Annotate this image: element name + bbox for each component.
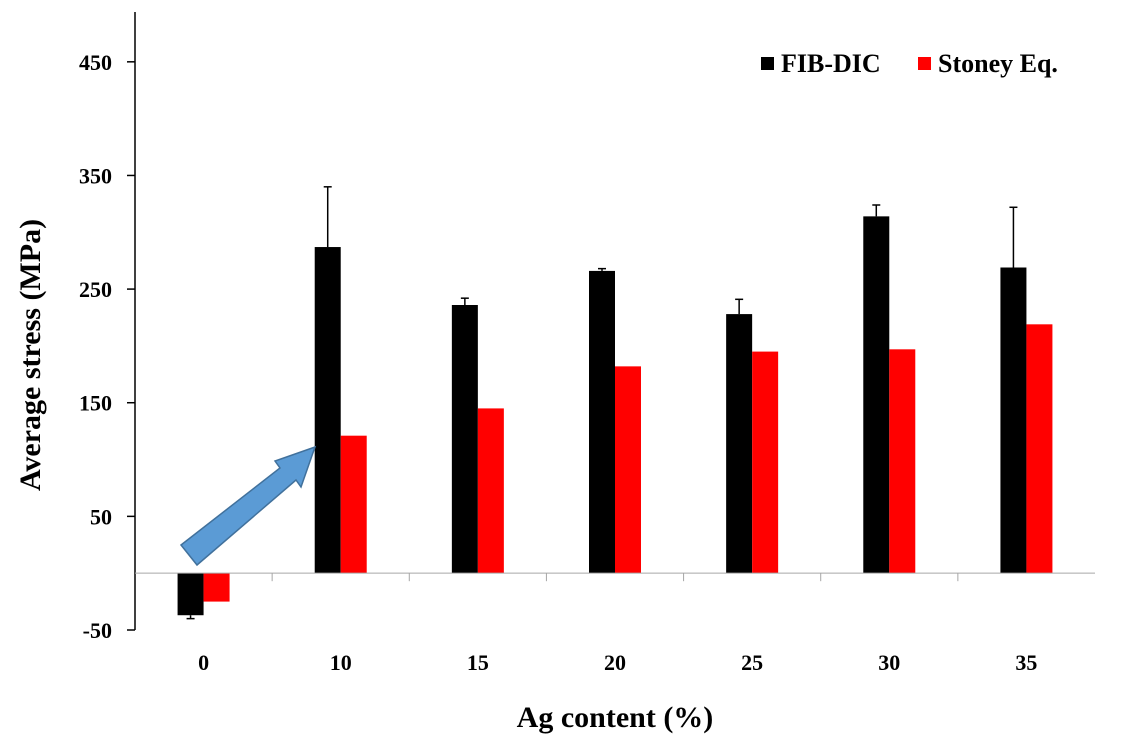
bar-fib-dic-25 <box>726 314 753 574</box>
y-tick-label-5: 450 <box>79 50 112 75</box>
x-tick-label-4: 25 <box>741 650 763 675</box>
bar-stoney-25 <box>752 351 779 574</box>
y-tick-label-1: 50 <box>90 504 112 529</box>
bar-stoney-0 <box>203 573 230 602</box>
legend-swatch-fib-dic <box>761 57 774 70</box>
bars <box>177 216 1053 616</box>
x-tick-label-1: 10 <box>330 650 352 675</box>
x-tick-labels: 0 10 15 20 25 30 35 <box>198 650 1037 675</box>
error-bars <box>186 186 1018 620</box>
bar-stoney-20 <box>615 366 641 574</box>
x-tick-label-5: 30 <box>878 650 900 675</box>
x-tick-label-3: 20 <box>604 650 626 675</box>
bar-fib-dic-0 <box>177 573 204 616</box>
y-tick-label-0: -50 <box>83 618 112 643</box>
bar-stoney-10 <box>340 435 367 574</box>
bar-fib-dic-35 <box>1000 267 1027 574</box>
bar-fib-dic-20 <box>589 270 615 574</box>
y-tick-label-2: 150 <box>79 391 112 416</box>
bar-stoney-30 <box>889 349 916 574</box>
bar-stoney-35 <box>1026 324 1053 574</box>
y-axis-title: Average stress (MPa) <box>14 219 47 491</box>
legend-label-stoney: Stoney Eq. <box>938 49 1058 78</box>
x-axis-title: Ag content (%) <box>517 701 714 734</box>
legend: FIB-DIC Stoney Eq. <box>761 49 1058 78</box>
bar-stoney-15 <box>477 408 504 574</box>
y-tick-label-3: 250 <box>79 277 112 302</box>
legend-label-fib-dic: FIB-DIC <box>781 49 881 78</box>
bar-fib-dic-30 <box>863 216 890 574</box>
x-tick-label-0: 0 <box>198 650 209 675</box>
x-tick-label-2: 15 <box>467 650 489 675</box>
x-ticks <box>271 573 959 582</box>
y-ticks: -50 50 150 250 350 450 <box>79 50 135 643</box>
x-tick-label-6: 35 <box>1015 650 1037 675</box>
bar-fib-dic-10 <box>314 247 341 574</box>
annotation-arrow <box>179 445 317 567</box>
bar-fib-dic-15 <box>451 305 478 574</box>
legend-swatch-stoney <box>918 57 931 70</box>
y-tick-label-4: 350 <box>79 163 112 188</box>
